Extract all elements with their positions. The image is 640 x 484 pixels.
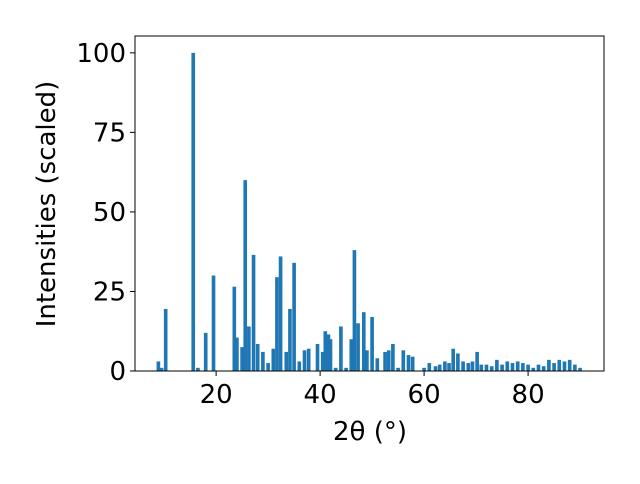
bar (578, 367, 582, 371)
bar (191, 52, 196, 371)
bar (410, 356, 415, 371)
bar (328, 339, 333, 371)
bar (526, 364, 530, 371)
y-axis-label: Intensities (scaled) (32, 81, 62, 328)
bar (531, 367, 536, 371)
bar (479, 364, 484, 371)
bar (361, 312, 366, 371)
bar (475, 351, 479, 371)
bar (302, 350, 307, 371)
bar (271, 348, 276, 371)
bar (547, 359, 551, 371)
bar (339, 326, 343, 371)
bar (375, 358, 380, 371)
bar (541, 366, 546, 371)
y-tick-label: 50 (93, 198, 126, 228)
bar (466, 363, 471, 371)
bar (235, 337, 239, 371)
bar (333, 367, 338, 371)
bar (461, 361, 465, 371)
bar (297, 361, 302, 371)
bar (288, 308, 292, 371)
bar (356, 323, 360, 371)
bar (505, 361, 510, 371)
bar (292, 262, 296, 371)
y-tick-label: 100 (76, 39, 126, 69)
x-tick-label: 20 (200, 380, 233, 410)
y-tick-label: 75 (93, 118, 126, 148)
bar (255, 343, 260, 371)
bar (521, 363, 525, 371)
bar (344, 367, 348, 371)
bar (352, 250, 357, 371)
bar (386, 350, 391, 371)
bar (211, 275, 216, 371)
bar (315, 343, 320, 371)
bar (326, 334, 331, 371)
bar (557, 359, 562, 371)
x-tick-label: 60 (408, 380, 441, 410)
bar (196, 367, 200, 371)
bar (573, 364, 577, 371)
bar (232, 286, 237, 371)
bar (562, 361, 567, 371)
bar (406, 355, 411, 371)
y-tick-label: 0 (109, 357, 126, 387)
bar (370, 316, 374, 371)
bar (396, 367, 400, 371)
bar (383, 351, 387, 371)
bar (427, 363, 432, 371)
bar (266, 363, 270, 371)
bar (495, 359, 499, 371)
bar (401, 350, 406, 371)
x-tick-label: 40 (304, 380, 337, 410)
bar (247, 326, 251, 371)
bar (365, 350, 369, 371)
bar (320, 351, 325, 371)
bar (510, 363, 515, 371)
bar (447, 363, 451, 371)
bar (489, 366, 494, 371)
bar (567, 359, 572, 371)
bar (552, 363, 556, 371)
bar (437, 364, 442, 371)
bar (443, 361, 447, 371)
bar (163, 308, 168, 371)
bar (349, 339, 354, 371)
bar (500, 364, 504, 371)
bar (515, 361, 520, 371)
plot-frame (134, 35, 605, 372)
bar (203, 332, 208, 371)
bar (456, 353, 460, 371)
x-axis-label: 2θ (°) (333, 417, 407, 447)
bar (156, 361, 161, 371)
bar (484, 364, 489, 371)
bar (306, 348, 311, 371)
bar (278, 256, 283, 371)
bar (422, 367, 426, 371)
bar (243, 180, 248, 371)
x-tick-label: 80 (512, 380, 545, 410)
bar (391, 343, 395, 371)
y-tick-label: 25 (93, 277, 126, 307)
bar (275, 277, 279, 371)
bar (251, 254, 256, 371)
bar (284, 351, 289, 371)
bar (470, 361, 475, 371)
bar (261, 351, 265, 371)
bar (451, 348, 456, 371)
bar (433, 366, 438, 371)
bar (240, 347, 244, 371)
bar (159, 367, 164, 371)
bar (536, 364, 541, 371)
bar (323, 331, 328, 371)
